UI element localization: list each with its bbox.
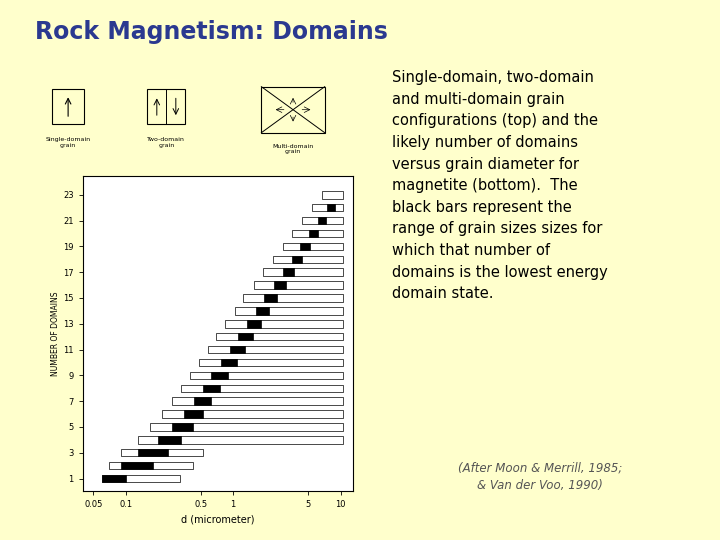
Bar (300, 242, 310, 250)
Bar (212, 372, 228, 379)
Bar (247, 320, 261, 328)
Y-axis label: NUMBER OF DOMAINS: NUMBER OF DOMAINS (51, 291, 60, 376)
Bar (230, 346, 245, 353)
Bar (163, 410, 343, 418)
Bar (207, 346, 343, 353)
Bar (102, 475, 125, 482)
Text: (After Moon & Merrill, 1985;
& Van der Voo, 1990): (After Moon & Merrill, 1985; & Van der V… (458, 461, 622, 492)
Bar (194, 397, 212, 405)
Bar (184, 410, 202, 418)
Text: Two-domain
grain: Two-domain grain (148, 137, 185, 147)
Text: Rock Magnetism: Domains: Rock Magnetism: Domains (35, 20, 388, 44)
Bar (138, 449, 168, 456)
Bar (138, 436, 343, 443)
Bar (150, 423, 343, 431)
Bar (273, 255, 343, 263)
Bar (283, 268, 294, 276)
Bar (109, 462, 192, 469)
Bar (263, 268, 343, 276)
Bar (274, 281, 286, 289)
Bar (148, 89, 185, 124)
X-axis label: d (micrometer): d (micrometer) (181, 515, 255, 525)
Bar (204, 384, 220, 392)
Bar (264, 294, 277, 302)
Bar (322, 191, 343, 199)
Bar (217, 333, 343, 340)
Bar (222, 359, 237, 366)
Bar (327, 204, 335, 212)
Bar (312, 204, 343, 212)
Bar (292, 255, 302, 263)
Bar (225, 320, 343, 328)
Bar (261, 86, 325, 133)
Bar (172, 423, 192, 431)
Bar (256, 307, 269, 315)
Bar (309, 230, 318, 237)
Bar (292, 230, 343, 237)
Bar (235, 307, 343, 315)
Bar (53, 89, 84, 124)
Text: Multi-domain
grain: Multi-domain grain (272, 144, 314, 154)
Bar (190, 372, 343, 379)
Bar (253, 281, 343, 289)
Bar (243, 294, 343, 302)
Bar (318, 217, 326, 224)
Bar (121, 462, 153, 469)
Bar (181, 384, 343, 392)
Text: Single-domain
grain: Single-domain grain (45, 137, 91, 147)
Bar (121, 449, 202, 456)
Text: Single-domain, two-domain
and multi-domain grain
configurations (top) and the
li: Single-domain, two-domain and multi-doma… (392, 70, 608, 301)
Bar (302, 217, 343, 224)
Bar (283, 242, 343, 250)
Bar (172, 397, 343, 405)
Bar (102, 475, 180, 482)
Bar (238, 333, 253, 340)
Bar (199, 359, 343, 366)
Bar (158, 436, 181, 443)
